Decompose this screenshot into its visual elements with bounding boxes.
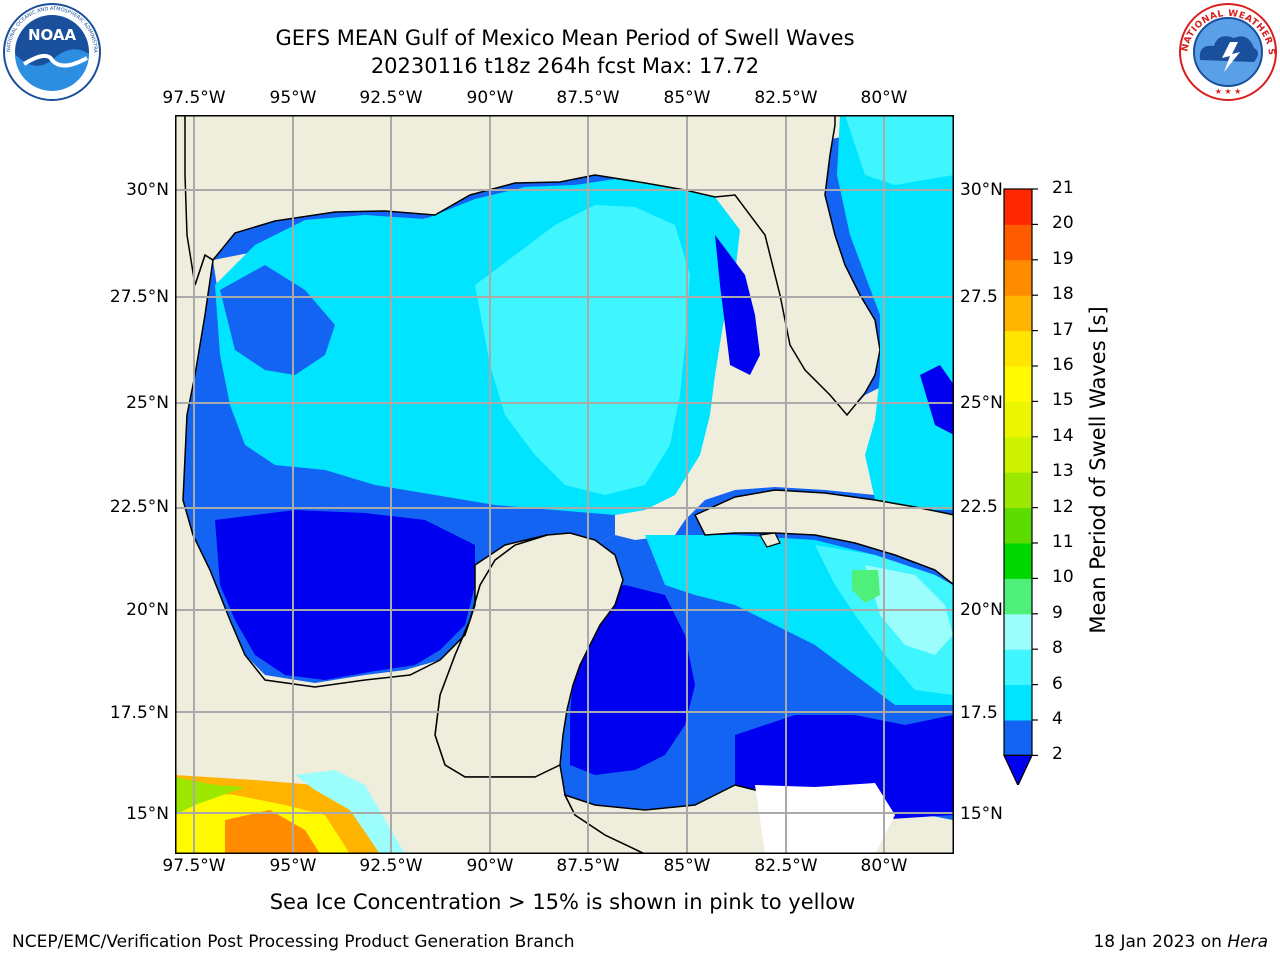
lon-tick-top: 87.5°W: [556, 88, 620, 108]
cuba-land: [693, 489, 954, 586]
colorbar-bin: [1004, 507, 1032, 544]
lon-tick-bottom: 90°W: [466, 856, 514, 876]
colorbar-tick-label: 12: [1052, 496, 1074, 517]
ocean-white-patch: [755, 783, 895, 854]
pacific-field-cyan: [295, 770, 405, 854]
gridlines: [175, 115, 954, 854]
lat-tick-left: 20°N: [126, 600, 169, 620]
colorbar-tick-label: 11: [1052, 532, 1074, 552]
colorbar-bin: [1004, 401, 1032, 438]
colorbar-bin: [1004, 189, 1032, 225]
lon-tick-top: 90°W: [466, 88, 514, 108]
lat-tick-left: 27.5°N: [109, 287, 169, 307]
lat-tick-right: 20°N: [960, 600, 1003, 620]
colorbar-tick-label: 15: [1052, 390, 1074, 411]
colorbar-bin: [1004, 578, 1032, 615]
colorbar-bin: [1004, 366, 1032, 402]
caribbean-deepblue: [570, 585, 695, 775]
svg-text:NOAA: NOAA: [28, 26, 77, 44]
colorbar-tick-label: 13: [1052, 461, 1074, 482]
lat-tick-left: 25°N: [126, 393, 169, 413]
colorbar-bin: [1004, 613, 1032, 650]
colorbar-tick-label: 8: [1052, 638, 1063, 659]
colorbar-bin: [1004, 224, 1032, 261]
lon-tick-top: 97.5°W: [162, 88, 226, 108]
gulf-deepblue-south: [215, 510, 475, 680]
lat-tick-right: 17.5: [960, 703, 998, 723]
colorbar-bin: [1004, 472, 1032, 509]
colorbar-tick-label: 9: [1052, 602, 1063, 623]
chart-title: GEFS MEAN Gulf of Mexico Mean Period of …: [275, 26, 855, 50]
lat-tick-right: 27.5: [960, 287, 998, 307]
colorbar-bin: [1004, 720, 1032, 756]
chart-subtitle: 20230116 t18z 264h fcst Max: 17.72: [370, 54, 760, 78]
map-caption: Sea Ice Concentration > 15% is shown in …: [269, 890, 856, 914]
footer-date: 18 Jan 2023 on Hera: [1093, 932, 1268, 952]
lon-tick-bottom: 97.5°W: [162, 856, 226, 876]
lat-tick-right: 25°N: [960, 393, 1003, 413]
lon-tick-top: 92.5°W: [359, 88, 423, 108]
atlantic-field-cyan: [837, 115, 954, 510]
lon-tick-bottom: 92.5°W: [359, 856, 423, 876]
map-plot: [175, 115, 954, 854]
gulf-lightcyan: [475, 205, 690, 495]
colorbar-tick-label: 6: [1052, 673, 1063, 694]
colorbar-tick-label: 10: [1052, 567, 1074, 588]
atlantic-field-deepblue: [920, 365, 954, 435]
lon-tick-bottom: 85°W: [663, 856, 711, 876]
lon-tick-bottom: 82.5°W: [754, 856, 818, 876]
colorbar-label: Mean Period of Swell Waves [s]: [1086, 306, 1110, 634]
colorbar-bin: [1004, 259, 1032, 296]
colorbar-bin: [1004, 436, 1032, 473]
noaa-logo: NOAA NATIONAL OCEANIC AND ATMOSPHERIC AD…: [2, 2, 101, 101]
colorbar-tick-label: 21: [1052, 178, 1074, 198]
lat-tick-right: 30°N: [960, 180, 1003, 200]
footer-org: NCEP/EMC/Verification Post Processing Pr…: [12, 932, 575, 952]
lon-tick-top: 95°W: [269, 88, 317, 108]
lat-tick-right: 15°N: [960, 804, 1003, 824]
gulf-blue-patches: [220, 265, 335, 375]
lat-tick-right: 22.5: [960, 497, 998, 517]
colorbar-bin: [1004, 649, 1032, 686]
isle-of-youth: [759, 532, 781, 548]
gulf-deepblue-bays: [715, 235, 760, 375]
pacific-field-darkorange: [225, 810, 320, 854]
colorbar-tick-label: 2: [1052, 744, 1063, 765]
colorbar-tick-label: 18: [1052, 284, 1074, 305]
colorbar-tick-label: 4: [1052, 709, 1063, 729]
lon-tick-top: 85°W: [663, 88, 711, 108]
colorbar-tick-label: 19: [1052, 248, 1074, 269]
lat-tick-left: 15°N: [126, 804, 169, 824]
lon-tick-top: 80°W: [860, 88, 908, 108]
lon-tick-top: 82.5°W: [754, 88, 818, 108]
lat-tick-left: 17.5°N: [109, 703, 169, 723]
lon-tick-bottom: 95°W: [269, 856, 317, 876]
caribbean-green-cell: [852, 570, 880, 603]
colorbar-tick-label: 16: [1052, 355, 1074, 375]
colorbar: [1003, 188, 1038, 785]
pacific-field-green: [175, 777, 245, 815]
nws-logo: NATIONAL WEATHER SERVICE ★ ★ ★: [1178, 2, 1277, 101]
colorbar-bin: [1004, 684, 1032, 721]
colorbar-bin: [1004, 295, 1032, 332]
colorbar-tick-label: 17: [1052, 319, 1074, 340]
svg-text:★ ★ ★: ★ ★ ★: [1215, 87, 1242, 96]
colorbar-extend-triangle: [1003, 754, 1033, 785]
atlantic-field-lightcyan: [845, 115, 954, 185]
colorbar-bin: [1004, 330, 1032, 367]
lon-tick-bottom: 87.5°W: [556, 856, 620, 876]
colorbar-bin: [1004, 543, 1032, 579]
lat-tick-left: 22.5°N: [109, 497, 169, 517]
colorbar-tick-label: 14: [1052, 425, 1074, 446]
colorbar-tick-label: 20: [1052, 213, 1074, 234]
map-frame: [175, 115, 954, 854]
lon-tick-bottom: 80°W: [860, 856, 908, 876]
lat-tick-left: 30°N: [126, 180, 169, 200]
